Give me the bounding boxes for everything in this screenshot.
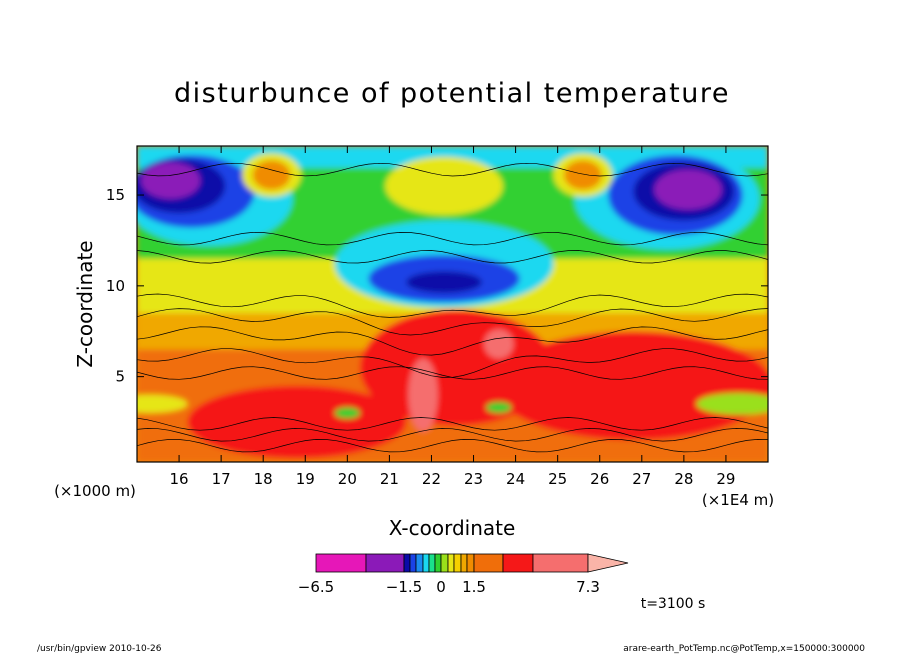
x-tick-label: 27 — [632, 470, 651, 488]
colorbar-tick-label: 1.5 — [462, 578, 486, 596]
contour-line — [137, 348, 768, 378]
contour-plot-area — [137, 146, 768, 462]
colorbar-swatch — [434, 553, 442, 573]
y-tick-label: 10 — [106, 277, 125, 295]
colorbar-swatch — [532, 553, 589, 573]
x-tick-label: 19 — [296, 470, 315, 488]
x-tick-label: 25 — [548, 470, 567, 488]
colorbar-swatch — [365, 553, 405, 573]
colorbar-swatch — [409, 553, 417, 573]
x-unit-left: (×1000 m) — [54, 482, 136, 500]
contour-line — [137, 428, 768, 442]
x-axis-ticks: 16 17 18 19 20 21 22 23 24 25 26 27 28 29 — [170, 146, 735, 488]
x-unit-right: (×1E4 m) — [702, 491, 774, 509]
contour-line — [137, 326, 768, 356]
y-axis-ticks: 5 10 15 — [106, 186, 768, 386]
colorbar-tick-label: 7.3 — [576, 578, 600, 596]
footer-left: /usr/bin/gpview 2010-10-26 — [37, 644, 162, 654]
colorbar-swatch — [315, 553, 367, 573]
contour-line — [137, 417, 768, 431]
x-tick-label: 28 — [674, 470, 693, 488]
x-tick-label: 16 — [170, 470, 189, 488]
colorbar-swatch — [415, 553, 424, 573]
colorbar-tick-label: −6.5 — [298, 578, 334, 596]
colorbar-arrow — [587, 553, 629, 573]
colorbar-swatch — [453, 553, 462, 573]
footer-right: arare-earth_PotTemp.nc@PotTemp,x=150000:… — [623, 644, 865, 654]
contour-line — [137, 162, 768, 177]
plot-frame — [136, 145, 769, 463]
contour-line — [137, 231, 768, 246]
cold-right-purple — [654, 169, 722, 210]
green-right — [696, 392, 768, 415]
green-small — [334, 407, 360, 419]
warm-eye-right-o — [563, 160, 602, 190]
green-small-2 — [486, 402, 512, 413]
x-tick-label: 29 — [716, 470, 735, 488]
x-tick-label: 22 — [422, 470, 441, 488]
contour-line — [137, 250, 768, 264]
x-tick-label: 20 — [338, 470, 357, 488]
cold-center-navy — [406, 271, 482, 294]
colorbar-swatch — [403, 553, 411, 573]
x-tick-label: 17 — [212, 470, 231, 488]
warm-center — [359, 309, 554, 426]
colorbar-swatch — [466, 553, 475, 573]
x-tick-label: 24 — [506, 470, 525, 488]
cold-left-purple — [141, 162, 201, 199]
x-tick-label: 23 — [464, 470, 483, 488]
warm-left — [187, 385, 407, 459]
x-tick-label: 21 — [380, 470, 399, 488]
chart-title: disturbunce of potential temperature — [174, 78, 730, 109]
contour-line — [137, 293, 768, 318]
y-tick-label: 15 — [106, 186, 125, 204]
colorbar-swatch — [440, 553, 449, 573]
y-tick-label: 5 — [115, 368, 125, 386]
warm-right — [494, 331, 768, 441]
colorbar-tick-label: −1.5 — [386, 578, 422, 596]
hot-core — [408, 358, 438, 432]
top-yellow — [385, 156, 503, 216]
colorbar-swatch — [460, 553, 468, 573]
contour-line — [137, 308, 768, 336]
x-tick-label: 18 — [254, 470, 273, 488]
x-axis-label: X-coordinate — [389, 516, 516, 540]
x-tick-label: 26 — [590, 470, 609, 488]
colorbar-swatch — [502, 553, 534, 573]
hot-spot — [484, 329, 514, 359]
colorbar-tick-label: 0 — [436, 578, 446, 596]
colorbar-swatch — [473, 553, 504, 573]
colorbar: −6.5 −1.5 0 1.5 7.3 — [298, 553, 629, 596]
colorbar-swatch — [422, 553, 430, 573]
colorbar-swatch — [428, 553, 436, 573]
time-label: t=3100 s — [641, 596, 706, 612]
yellow-left — [137, 394, 188, 413]
contour-line — [137, 439, 768, 453]
warm-eye-left-o — [252, 160, 291, 190]
colorbar-swatch — [447, 553, 455, 573]
y-axis-label: Z-coordinate — [73, 240, 97, 367]
